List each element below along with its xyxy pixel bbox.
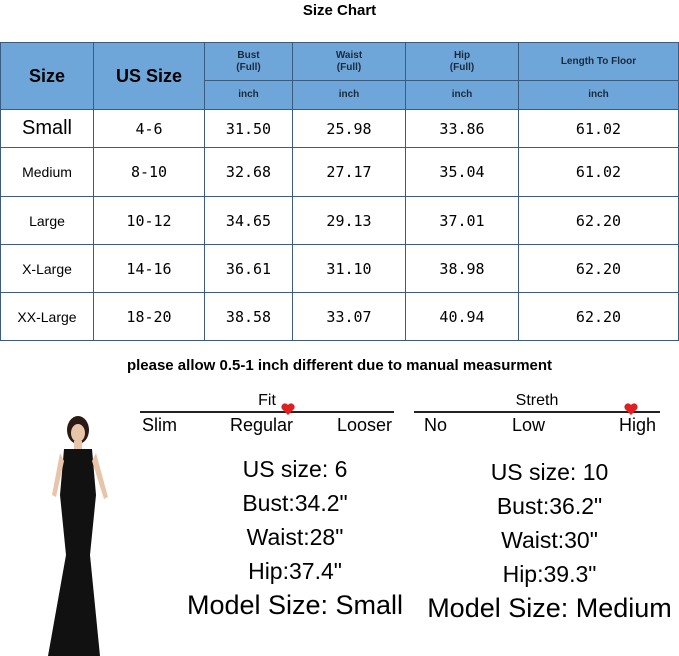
- table-cell: 18-20: [93, 292, 205, 341]
- model-info-small: US size: 6 Bust:34.2" Waist:28" Hip:37.4…: [170, 452, 420, 622]
- table-cell: 33.86: [405, 109, 519, 148]
- table-cell: 61.02: [518, 147, 679, 197]
- table-row: X-Large 14-16 36.61 31.10 38.98 62.20: [0, 244, 679, 293]
- stretch-line: [414, 411, 660, 413]
- unit: inch: [405, 80, 519, 110]
- table-cell: 14-16: [93, 244, 205, 293]
- model-hip: Hip:37.4": [248, 558, 342, 584]
- unit: inch: [518, 80, 679, 110]
- fit-option: Looser: [336, 415, 392, 435]
- model-waist: Waist:30": [501, 527, 598, 553]
- header-waist-label: Waist: [335, 49, 363, 61]
- stretch-option: Low: [512, 415, 546, 435]
- table-cell: 62.20: [518, 196, 679, 245]
- fit-scale: Fit Slim Regular Looser: [140, 392, 394, 436]
- table-cell: X-Large: [0, 244, 94, 293]
- heart-icon: [624, 403, 638, 415]
- table-cell: Large: [0, 196, 94, 245]
- model-size: Model Size: Medium: [427, 593, 672, 623]
- table-cell: 32.68: [204, 147, 293, 197]
- header-waist: Waist (Full): [292, 42, 406, 81]
- header-bust-label: Bust: [237, 49, 260, 61]
- table-cell: 4-6: [93, 109, 205, 148]
- fit-option: Regular: [230, 415, 294, 435]
- table-cell: Medium: [0, 147, 94, 197]
- header-hip: Hip (Full): [405, 42, 519, 81]
- table-cell: 33.07: [292, 292, 406, 341]
- table-row: Small 4-6 31.50 25.98 33.86 61.02: [0, 109, 679, 148]
- table-cell: 34.65: [204, 196, 293, 245]
- table-cell: 38.58: [204, 292, 293, 341]
- chart-title: Size Chart: [302, 2, 377, 19]
- unit: inch: [204, 80, 293, 110]
- table-cell: XX-Large: [0, 292, 94, 341]
- table-row: Large 10-12 34.65 29.13 37.01 62.20: [0, 196, 679, 245]
- table-body: Small 4-6 31.50 25.98 33.86 61.02 Medium 8-10 32…: [0, 109, 679, 341]
- table-cell: 62.20: [518, 292, 679, 341]
- stretch-option: High: [618, 415, 656, 435]
- stretch-scale: Streth No Low High: [414, 392, 660, 436]
- table-cell: 31.10: [292, 244, 406, 293]
- table-cell: 61.02: [518, 109, 679, 148]
- header-full: (Full): [336, 61, 362, 73]
- header-us-size: US Size: [93, 42, 205, 110]
- measurement-note: please allow 0.5-1 inch different due to…: [126, 357, 553, 374]
- unit: inch: [292, 80, 406, 110]
- table-row: Medium 8-10 32.68 27.17 35.04 61.02: [0, 147, 679, 197]
- table-cell: 38.98: [405, 244, 519, 293]
- header-hip-label: Hip: [453, 49, 471, 61]
- table-cell: 31.50: [204, 109, 293, 148]
- fit-option: Slim: [142, 415, 177, 435]
- table-cell: 37.01: [405, 196, 519, 245]
- header-full: (Full): [236, 61, 261, 73]
- table-cell: 8-10: [93, 147, 205, 197]
- model-info-medium: US size: 10 Bust:36.2" Waist:30" Hip:39.…: [420, 455, 679, 625]
- header-full: (Full): [449, 61, 475, 73]
- table-cell: 40.94: [405, 292, 519, 341]
- heart-icon: [281, 403, 295, 415]
- model-us-size: US size: 10: [490, 459, 609, 485]
- table-cell: 62.20: [518, 244, 679, 293]
- table-cell: 29.13: [292, 196, 406, 245]
- stretch-option: No: [424, 415, 448, 435]
- table-cell: 27.17: [292, 147, 406, 197]
- table-cell: 35.04: [405, 147, 519, 197]
- model-size: Model Size: Small: [186, 590, 404, 620]
- fit-label: Fit: [258, 392, 276, 409]
- fit-line: [140, 411, 394, 413]
- header-size: Size: [0, 42, 94, 110]
- table-row: XX-Large 18-20 38.58 33.07 40.94 62.20: [0, 292, 679, 341]
- header-length: Length To Floor: [518, 42, 679, 81]
- model-us-size: US size: 6: [242, 456, 348, 482]
- model-hip: Hip:39.3": [502, 561, 597, 587]
- model-bust: Bust:34.2": [242, 490, 348, 516]
- model-bust: Bust:36.2": [496, 493, 603, 519]
- table-cell: 36.61: [204, 244, 293, 293]
- table-cell: 25.98: [292, 109, 406, 148]
- table-cell: 10-12: [93, 196, 205, 245]
- stretch-label: Streth: [515, 392, 559, 409]
- model-waist: Waist:28": [246, 524, 344, 550]
- header-bust: Bust (Full): [204, 42, 293, 81]
- table-cell: Small: [0, 109, 94, 148]
- size-table: Size US Size Bust (Full) Waist (Full) Hip(…: [0, 42, 679, 341]
- model-dress-image: [48, 416, 108, 656]
